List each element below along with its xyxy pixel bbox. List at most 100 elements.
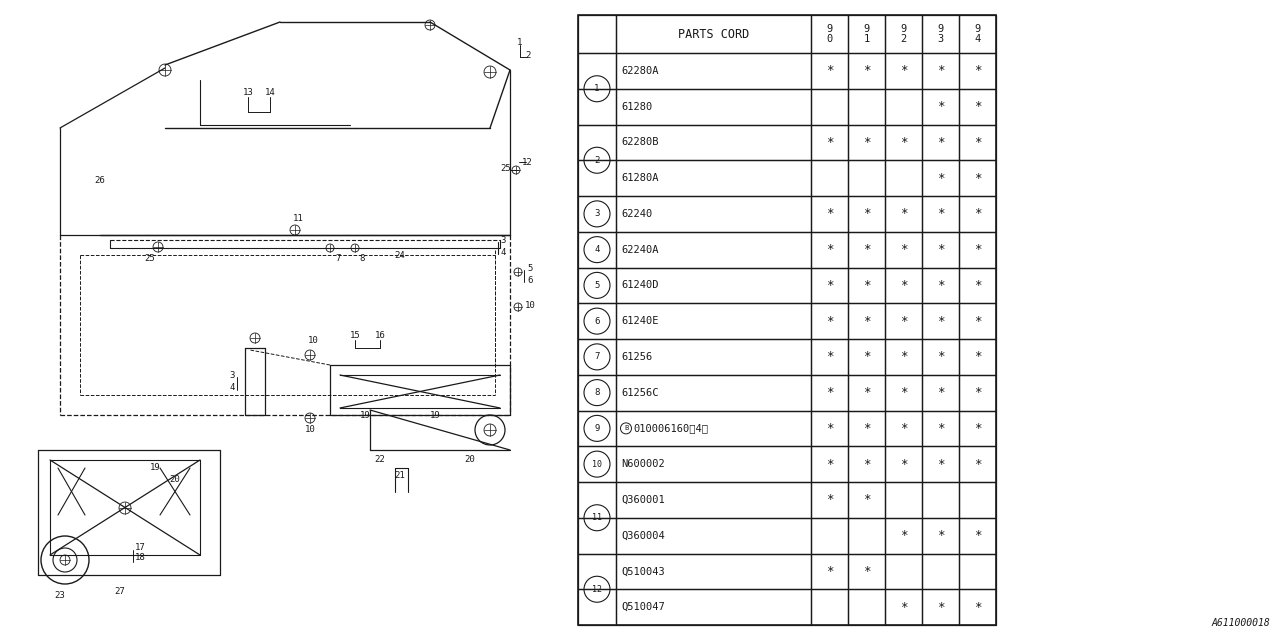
Text: 1: 1 xyxy=(594,84,600,93)
Text: *: * xyxy=(974,458,982,470)
Text: 10: 10 xyxy=(593,460,602,468)
Text: 11: 11 xyxy=(293,214,303,223)
Text: *: * xyxy=(863,136,870,149)
Text: 3: 3 xyxy=(229,371,236,380)
Text: 010006160、4）: 010006160、4） xyxy=(634,424,708,433)
Bar xyxy=(959,160,996,196)
Text: N600002: N600002 xyxy=(621,459,664,469)
Bar xyxy=(922,15,959,53)
Bar xyxy=(812,15,849,53)
Text: 10: 10 xyxy=(525,301,535,310)
Text: *: * xyxy=(863,65,870,77)
Bar xyxy=(849,482,884,518)
Text: 61240D: 61240D xyxy=(621,280,658,291)
Text: *: * xyxy=(974,243,982,256)
Bar xyxy=(922,518,959,554)
Bar xyxy=(616,446,812,482)
Bar xyxy=(849,410,884,446)
Text: 61256: 61256 xyxy=(621,352,653,362)
Bar xyxy=(616,410,812,446)
Text: *: * xyxy=(900,279,908,292)
Text: 62240A: 62240A xyxy=(621,244,658,255)
Bar xyxy=(616,15,812,53)
Bar xyxy=(579,160,616,196)
Text: *: * xyxy=(974,172,982,184)
Text: 22: 22 xyxy=(375,456,385,465)
Text: 61280: 61280 xyxy=(621,102,653,111)
Text: *: * xyxy=(937,315,945,328)
Text: 10: 10 xyxy=(307,335,319,344)
Bar xyxy=(959,268,996,303)
Text: B: B xyxy=(623,426,628,431)
Bar xyxy=(922,554,959,589)
Bar xyxy=(884,375,922,410)
Bar xyxy=(579,339,616,375)
Text: 8: 8 xyxy=(360,253,365,262)
Text: *: * xyxy=(937,386,945,399)
Bar xyxy=(922,410,959,446)
Bar xyxy=(922,89,959,125)
Bar xyxy=(959,196,996,232)
Bar xyxy=(812,375,849,410)
Text: 7: 7 xyxy=(594,353,600,362)
Bar xyxy=(579,303,616,339)
Text: *: * xyxy=(974,386,982,399)
Bar xyxy=(812,518,849,554)
Text: 4: 4 xyxy=(500,248,506,257)
Bar xyxy=(849,89,884,125)
Bar xyxy=(616,339,812,375)
Bar xyxy=(959,339,996,375)
Bar xyxy=(922,196,959,232)
Bar xyxy=(616,482,812,518)
Text: 3: 3 xyxy=(594,209,600,218)
Bar xyxy=(616,160,812,196)
Text: 9
3: 9 3 xyxy=(937,24,943,44)
Text: 62280A: 62280A xyxy=(621,66,658,76)
Text: *: * xyxy=(900,386,908,399)
Bar xyxy=(959,446,996,482)
Text: *: * xyxy=(826,65,833,77)
Text: 4: 4 xyxy=(594,245,600,254)
Text: 9
1: 9 1 xyxy=(864,24,869,44)
Text: *: * xyxy=(937,458,945,470)
Text: 12: 12 xyxy=(522,157,532,166)
Text: 20: 20 xyxy=(170,476,180,484)
Text: 7: 7 xyxy=(335,253,340,262)
Text: 2: 2 xyxy=(525,51,531,60)
Bar xyxy=(616,375,812,410)
Bar xyxy=(849,232,884,268)
Bar xyxy=(616,196,812,232)
Bar xyxy=(849,196,884,232)
Bar xyxy=(579,53,616,89)
Bar xyxy=(849,303,884,339)
Bar xyxy=(959,232,996,268)
Bar xyxy=(849,339,884,375)
Bar xyxy=(884,303,922,339)
Bar xyxy=(884,446,922,482)
Text: *: * xyxy=(863,493,870,506)
Bar xyxy=(884,232,922,268)
Bar xyxy=(849,554,884,589)
Bar xyxy=(616,589,812,625)
Text: *: * xyxy=(937,422,945,435)
Text: 9
4: 9 4 xyxy=(974,24,980,44)
Text: *: * xyxy=(863,350,870,364)
Text: 5: 5 xyxy=(594,281,600,290)
Text: *: * xyxy=(974,279,982,292)
Text: *: * xyxy=(863,422,870,435)
Bar xyxy=(959,589,996,625)
Bar xyxy=(959,554,996,589)
Bar xyxy=(884,160,922,196)
Bar xyxy=(812,554,849,589)
Text: *: * xyxy=(863,279,870,292)
Text: 24: 24 xyxy=(394,250,406,259)
Text: *: * xyxy=(826,136,833,149)
Text: *: * xyxy=(863,386,870,399)
Bar xyxy=(812,232,849,268)
Bar xyxy=(812,268,849,303)
Bar xyxy=(884,15,922,53)
Bar xyxy=(616,53,812,89)
Bar xyxy=(812,589,849,625)
Bar xyxy=(579,196,616,232)
Text: *: * xyxy=(937,243,945,256)
